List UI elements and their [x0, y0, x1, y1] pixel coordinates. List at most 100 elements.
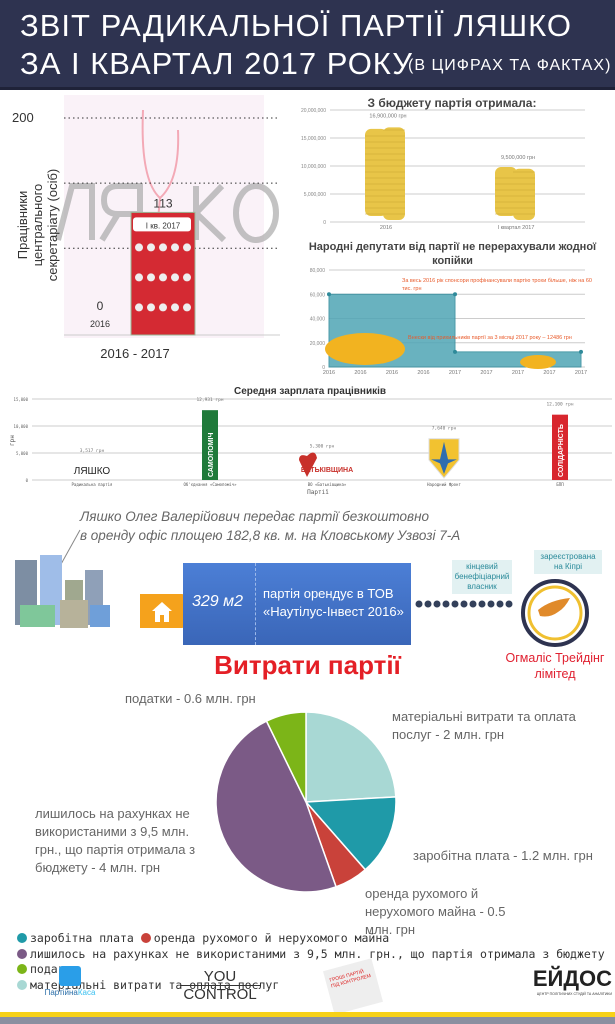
legend-item: лишилось на рахунках не використаними з … — [30, 946, 605, 961]
y-tick-label: 15,000 — [14, 397, 29, 402]
title-line-1: ЗВІТ РАДИКАЛЬНОЇ ПАРТІЇ ЛЯШКО — [20, 8, 572, 43]
footer-stripe — [0, 1012, 615, 1017]
x-tick-label: 2016 — [417, 370, 429, 376]
legend-swatch — [140, 933, 151, 943]
pie-legend: заробітна плата оренда рухомого й нерухо… — [17, 931, 615, 993]
beneficiary-bubble: кінцевий бенефіціарний власник — [452, 560, 512, 594]
data-point — [453, 292, 457, 297]
expenses-pie-chart — [215, 711, 397, 893]
party-logo-text: САМОПОМІЧ — [208, 433, 215, 477]
y-tick-label: 0 — [26, 478, 29, 483]
legend-swatch — [17, 964, 27, 974]
worker-silhouette — [135, 243, 143, 252]
pie-label-taxes: податки - 0.6 млн. грн — [125, 691, 256, 706]
cross-emblem — [431, 441, 457, 474]
header-banner: ЗВІТ РАДИКАЛЬНОЇ ПАРТІЇ ЛЯШКО ЗА І КВАРТ… — [0, 0, 615, 90]
pie-label-rent: оренда рухомого й нерухомого майна - 0.5… — [365, 886, 506, 937]
legend-item: матеріальні витрати та оплата послуг — [30, 977, 280, 992]
coin-pile — [325, 333, 405, 365]
footer-bar — [0, 1017, 615, 1024]
party-logo-text: ЛЯШКО — [74, 466, 111, 477]
data-label: 16,900,000 грн — [369, 113, 406, 119]
y-axis-label: грн — [9, 435, 16, 446]
lease-box: 329 м2 партія орендує в ТОВ «Наутілус-Ін… — [183, 563, 411, 645]
logo-bar — [202, 410, 218, 480]
data-point — [327, 292, 331, 297]
legend-item: заробітна плата — [30, 931, 134, 945]
y-tick-label: 10,000,000 — [301, 164, 326, 170]
salary-chart: Середня зарплата працівників Партії грн … — [9, 386, 612, 496]
logo-bar — [552, 414, 568, 480]
buildings-icon — [15, 529, 110, 628]
eidos-logo: ЕЙДОС ЦЕНТР ПОЛІТИЧНИХ СТУДІЙ ТА АНАЛІТИ… — [520, 966, 612, 996]
pie-label-remaining: лишилось на рахунках не використаними з … — [35, 806, 196, 875]
data-point — [579, 349, 583, 354]
budget-chart: З бюджету партія отримала: 0 5,000,000 10,… — [301, 96, 585, 231]
title-subtitle: (В ЦИФРАХ ТА ФАКТАХ) — [408, 57, 612, 74]
coin-pile — [520, 355, 556, 369]
offshore-company: Огмаліс Трейдінг лімітед — [495, 650, 615, 682]
y-tick-label: 5,000 — [16, 451, 29, 456]
x-axis-label: 2016 - 2017 — [100, 346, 169, 361]
coin-stack — [513, 168, 535, 220]
logo-text: Партійна — [44, 988, 78, 997]
x-tick-label: 2016 — [323, 370, 335, 376]
logo-text: ГРОШІ ПАРТІЙ ПІД КОНТРОЛЕМ — [328, 968, 372, 990]
company-line-1: Огмаліс Трейдінг — [505, 651, 605, 665]
annotation-2017: Внески від прихильників партії за 3 міся… — [408, 335, 572, 341]
category-label: 2016 — [90, 319, 110, 329]
worker-silhouette — [147, 303, 155, 312]
logo-subtext: ЦЕНТР ПОЛІТИЧНИХ СТУДІЙ ТА АНАЛІТИКИ — [536, 992, 612, 996]
category-label: Об'єднання «Самопоміч» — [184, 482, 238, 487]
party-logo-text: СОЛІДАРНІСТЬ — [558, 424, 565, 477]
youcontrol-logo: YOU CONTROL — [180, 968, 260, 1003]
bubble-line: зареєстрована — [540, 552, 596, 561]
x-axis-label: Партії — [307, 489, 329, 496]
dotted-connector — [415, 600, 513, 608]
x-tick-label: 2017 — [543, 370, 555, 376]
worker-silhouette — [171, 273, 179, 282]
category-label: 2016 — [380, 225, 392, 231]
legend-swatch — [17, 933, 27, 943]
category-label: ВО «Батьківщина» — [308, 482, 347, 487]
chart-title: Середня зарплата працівників — [234, 386, 386, 397]
x-tick-label: 2017 — [480, 370, 492, 376]
legend-item: оренда рухомого й нерухомого майна — [153, 931, 390, 945]
worker-silhouette — [171, 243, 179, 252]
partiyna-kasa-logo: ПартійнаКаса — [40, 966, 100, 997]
y-tick-label: 20,000 — [310, 341, 326, 347]
y-tick-label: 200 — [12, 110, 34, 125]
tenant-line-2: «Наутілус-Інвест 2016» — [263, 604, 404, 619]
company-line-2: лімітед — [534, 667, 576, 681]
worker-silhouette — [147, 243, 155, 252]
bubble-line: бенефіціарний — [454, 572, 510, 581]
worker-silhouette — [135, 303, 143, 312]
chart-title: З бюджету партія отримала: — [368, 96, 537, 110]
x-tick-label: 2016 — [354, 370, 366, 376]
donations-chart: 0 20,000 40,000 60,000 80,000 2016 2016 2016 201… — [310, 268, 587, 376]
staff-chart: 0 2016 113 І кв. 2017 200 2016 - 2017 — [12, 95, 280, 361]
kasa-icon — [59, 966, 81, 986]
data-label: 12,931 грн — [196, 397, 223, 403]
pie-slice — [304, 796, 397, 871]
data-label: 3,517 грн — [80, 448, 105, 454]
lease-description: Ляшко Олег Валерійович передає партії бе… — [80, 507, 460, 545]
y-tick-label: 0 — [323, 220, 326, 226]
pie-slice — [305, 711, 397, 803]
tenant-text: партія орендує в ТОВ «Наутілус-Інвест 20… — [263, 585, 404, 621]
data-label: 12,100 грн — [546, 402, 573, 408]
y-axis-label: Працівники центрального секретаріату (ос… — [15, 168, 60, 282]
worker-silhouette — [159, 303, 167, 312]
category-label: І квартал 2017 — [498, 225, 535, 231]
lease-text-line-1: Ляшко Олег Валерійович передає партії бе… — [80, 509, 430, 524]
cyprus-bubble: зареєстрована на Кіпрі — [534, 550, 602, 574]
y-tick-label: 80,000 — [310, 268, 326, 274]
worker-silhouette — [183, 243, 191, 252]
bubble-line: кінцевий — [466, 562, 498, 571]
title-line-2: ЗА І КВАРТАЛ 2017 РОКУ — [20, 46, 413, 81]
x-tick-label: 2017 — [512, 370, 524, 376]
tenant-line-1: партія орендує в ТОВ — [263, 586, 394, 601]
lease-text-line-2: в оренду офіс площею 182,8 кв. м. на Кло… — [80, 528, 461, 543]
worker-silhouette — [171, 303, 179, 312]
category-label: Народний Фронт — [427, 482, 461, 487]
